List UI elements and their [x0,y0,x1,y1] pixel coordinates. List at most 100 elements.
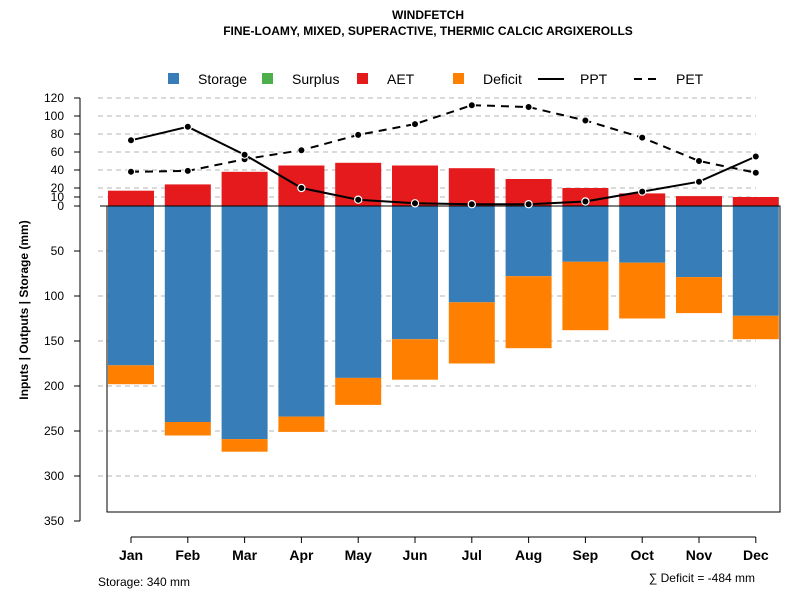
pet-point-feb [183,166,192,176]
legend-label-aet: AET [387,71,415,87]
deficit-bar-mar [221,439,268,452]
storage-bar-oct [619,206,666,263]
deficit-bar-may [335,377,382,405]
ppt-point-oct [638,187,647,196]
ppt-line [130,125,757,206]
legend-label-ppt: PPT [580,71,608,87]
y-tick-label: 100 [44,289,64,303]
ppt-point-sep [581,197,590,206]
x-tick-label-sep: Sep [573,547,599,563]
y-tick-label: 60 [51,145,65,159]
storage-bar-dec [732,206,779,316]
deficit-bar-oct [619,262,666,319]
legend-item-aet: AET [357,71,415,87]
storage-bar-mar [221,206,268,440]
y-tick-label: 50 [51,244,65,258]
y-tick-label: 100 [44,109,64,123]
deficit-bar-feb [164,422,211,436]
y-tick-label: 250 [44,424,64,438]
chart-subtitle: FINE-LOAMY, MIXED, SUPERACTIVE, THERMIC … [223,24,633,38]
legend-swatch-storage [168,73,179,84]
x-tick-label-may: May [345,547,372,563]
legend-item-deficit: Deficit [453,71,522,87]
ppt-point-feb [183,122,192,132]
pet-point-sep [581,116,590,125]
pet-point-jul [467,100,476,110]
legend: Storage Surplus AET Deficit PPT PET [168,71,704,87]
y-tick-label: 200 [44,379,64,393]
x-tick-label-aug: Aug [515,547,542,563]
chart-title: WINDFETCH [392,8,464,22]
ppt-point-jun [410,199,420,208]
storage-bar-may [335,206,382,378]
pet-point-aug [524,102,533,112]
y-axis-label: Inputs | Outputs | Storage (mm) [17,220,31,399]
legend-label-storage: Storage [198,71,247,87]
storage-footnote: Storage: 340 mm [98,575,190,589]
deficit-bar-dec [732,315,779,340]
deficit-bar-nov [676,277,722,314]
deficit-bar-jan [108,365,154,385]
storage-bar-apr [278,206,325,417]
x-tick-label-jul: Jul [462,547,482,563]
pet-point-oct [638,133,647,142]
ppt-point-jul [467,199,476,209]
legend-swatch-deficit [453,73,464,84]
legend-label-pet: PET [676,71,704,87]
deficit-bar-sep [562,261,609,331]
y-tick-label: 10 [51,190,65,204]
deficit-bar-apr [278,416,325,432]
storage-bar-jan [108,206,154,366]
x-tick-label-oct: Oct [631,547,655,563]
storage-bar-feb [164,206,211,422]
x-tick-label-feb: Feb [175,547,200,563]
aet-bar-feb [164,184,211,206]
pet-line [130,104,757,174]
ppt-point-nov [694,177,704,186]
deficit-bar-jun [392,339,438,380]
aet-bar-jul [448,168,495,206]
series-lines [126,100,761,209]
x-tick-label-jun: Jun [403,547,428,563]
pet-point-apr [297,145,306,155]
pet-point-jun [410,119,420,129]
x-tick-label-jan: Jan [119,547,143,563]
y-tick-label: 350 [44,514,64,528]
deficit-bar-jul [448,302,495,364]
legend-item-ppt: PPT [538,71,608,87]
pet-point-jan [126,167,136,176]
ppt-point-apr [297,183,306,193]
x-tick-label-mar: Mar [232,547,257,563]
aet-bar-dec [732,197,779,206]
ppt-point-jan [126,136,136,145]
y-tick-label: 40 [51,163,65,177]
y-tick-label: 20 [51,181,65,195]
deficit-footnote: ∑ Deficit = -484 mm [649,571,755,585]
deficit-bar-aug [505,276,552,349]
storage-bar-aug [505,206,552,277]
legend-swatch-aet [357,73,368,84]
ppt-point-aug [524,199,533,209]
x-tick-label-apr: Apr [289,547,314,563]
x-tick-label-nov: Nov [686,547,713,563]
storage-bar-jul [448,206,495,303]
legend-swatch-surplus [262,73,273,84]
storage-bar-jun [392,206,438,340]
storage-bar-nov [676,206,722,278]
y-tick-label: 80 [51,127,65,141]
ppt-point-mar [240,150,249,159]
legend-label-deficit: Deficit [483,71,522,87]
pet-point-may [354,130,363,140]
aet-bar-oct [619,193,666,206]
y-tick-label: 300 [44,469,64,483]
pet-point-nov [694,156,704,166]
aet-bar-jan [108,190,154,206]
ppt-point-may [354,195,363,204]
y-tick-label: 0 [57,199,64,213]
pet-point-dec [751,168,761,177]
legend-item-pet: PET [634,71,704,87]
aet-bar-mar [221,171,268,206]
x-tick-label-dec: Dec [743,547,769,563]
